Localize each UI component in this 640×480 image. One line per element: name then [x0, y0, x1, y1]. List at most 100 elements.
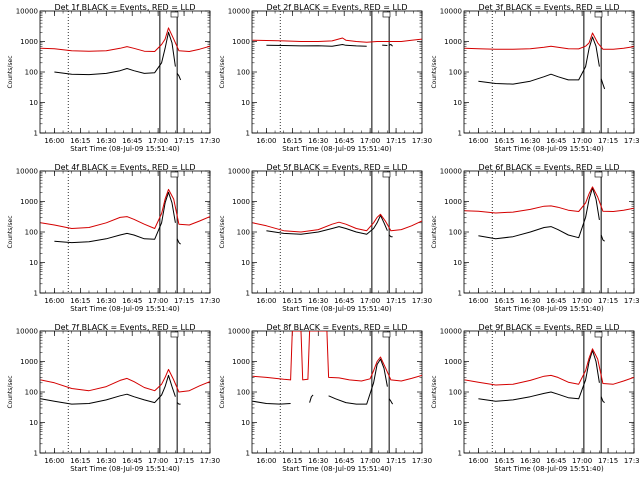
x-tick-label: 17:15 [174, 297, 194, 305]
legend-box [382, 331, 391, 338]
y-tick-label: 10 [453, 419, 462, 427]
y-tick-label: 10 [241, 99, 250, 107]
events-series-line [266, 44, 367, 47]
x-tick-label: 16:15 [70, 297, 90, 305]
events-series-line [600, 234, 605, 242]
legend-box [170, 11, 179, 18]
legend-box [382, 11, 391, 18]
chart-title: Det 3f BLACK = Events, RED = LLD [478, 3, 619, 12]
x-tick-label: 16:30 [520, 457, 540, 465]
events-series-line [176, 73, 182, 81]
chart-panel: 1 10 100 1000 10000 16:00 16:15 16:30 16:45 17:00… [219, 323, 432, 473]
x-axis-label: Start Time (08-Jul-09 15:51:40) [70, 145, 180, 153]
x-tick-label: 16:30 [96, 137, 116, 145]
series-group [40, 368, 210, 405]
x-tick-label: 16:00 [256, 137, 276, 145]
y-tick-label: 10 [453, 259, 462, 267]
plot-frame [39, 330, 211, 454]
y-tick-label: 10 [453, 99, 462, 107]
series-group [464, 348, 634, 403]
events-series-line [176, 402, 181, 405]
x-tick-label: 17:00 [148, 297, 168, 305]
x-axis-label: Start Time (08-Jul-09 15:51:40) [494, 145, 604, 153]
events-series-line [388, 234, 393, 238]
lld-series-line [252, 331, 422, 382]
lld-series-line [464, 186, 634, 214]
chart-title: Det 5f BLACK = Events, RED = LLD [266, 163, 407, 172]
events-series-line [309, 394, 314, 403]
y-tick-label: 10 [29, 419, 38, 427]
y-tick-label: 1 [246, 450, 250, 458]
y-tick-label: 1 [458, 130, 462, 138]
x-tick-label: 17:30 [412, 297, 432, 305]
x-tick-label: 17:15 [174, 137, 194, 145]
series-group [464, 32, 634, 90]
x-tick-label: 16:30 [308, 297, 328, 305]
events-series-line [389, 44, 393, 47]
x-tick-label: 17:30 [412, 457, 432, 465]
x-tick-label: 17:00 [360, 137, 380, 145]
events-series-line [266, 214, 388, 235]
y-tick-label: 100 [449, 69, 462, 77]
x-tick-label: 16:15 [494, 297, 514, 305]
series-group [252, 331, 422, 405]
x-tick-label: 16:15 [494, 457, 514, 465]
chart-title: Det 6f BLACK = Events, RED = LLD [478, 163, 619, 172]
x-tick-label: 17:00 [572, 137, 592, 145]
lld-series-line [464, 348, 634, 386]
plot-frame [251, 10, 423, 134]
y-tick-label: 10000 [16, 8, 38, 16]
lld-series-line [252, 213, 422, 233]
x-axis-label: Start Time (08-Jul-09 15:51:40) [70, 465, 180, 473]
y-tick-label: 10 [29, 99, 38, 107]
x-tick-label: 16:00 [44, 457, 64, 465]
y-tick-label: 10000 [440, 328, 462, 336]
plot-frame [463, 10, 635, 134]
y-tick-label: 100 [25, 69, 38, 77]
x-tick-label: 16:00 [256, 297, 276, 305]
y-tick-label: 100 [237, 229, 250, 237]
y-tick-label: 1000 [444, 198, 462, 206]
y-tick-label: 10000 [440, 8, 462, 16]
chart-title: Det 4f BLACK = Events, RED = LLD [54, 163, 195, 172]
series-group [252, 37, 422, 47]
y-tick-label: 100 [449, 389, 462, 397]
events-series-line [478, 187, 600, 240]
chart-panel: 1 10 100 1000 10000 16:00 16:15 16:30 16:45 17:00… [7, 323, 220, 473]
x-tick-label: 17:15 [598, 457, 618, 465]
y-axis-label: Counts/sec [219, 375, 226, 408]
chart-title: Det 8f BLACK = Events, RED = LLD [266, 323, 407, 332]
x-tick-label: 16:45 [122, 457, 142, 465]
x-tick-label: 17:00 [572, 457, 592, 465]
legend-box [170, 331, 179, 338]
y-tick-label: 1 [34, 130, 38, 138]
x-tick-label: 17:00 [360, 457, 380, 465]
y-tick-label: 10 [241, 259, 250, 267]
x-tick-label: 16:45 [546, 457, 566, 465]
x-tick-label: 16:45 [546, 137, 566, 145]
events-series-line [54, 191, 176, 244]
x-axis-label: Start Time (08-Jul-09 15:51:40) [282, 145, 392, 153]
x-tick-label: 17:30 [624, 297, 640, 305]
y-tick-label: 1000 [444, 38, 462, 46]
y-tick-label: 1 [34, 450, 38, 458]
x-tick-label: 17:00 [572, 297, 592, 305]
series-group [464, 186, 634, 242]
y-tick-label: 10 [241, 419, 250, 427]
plot-frame [251, 330, 423, 454]
legend-box [594, 11, 603, 18]
x-tick-label: 17:30 [412, 137, 432, 145]
x-tick-label: 16:30 [96, 457, 116, 465]
y-axis-label: Counts/sec [7, 375, 14, 408]
legend-box [594, 331, 603, 338]
x-tick-label: 16:00 [468, 297, 488, 305]
y-axis-label: Counts/sec [431, 55, 438, 88]
events-series-line [328, 358, 388, 405]
x-tick-label: 16:15 [70, 457, 90, 465]
y-tick-label: 10000 [440, 168, 462, 176]
chart-title: Det 1f BLACK = Events, RED = LLD [54, 3, 195, 12]
legend-box [170, 171, 179, 178]
y-tick-label: 10000 [16, 328, 38, 336]
x-tick-label: 17:30 [200, 457, 220, 465]
